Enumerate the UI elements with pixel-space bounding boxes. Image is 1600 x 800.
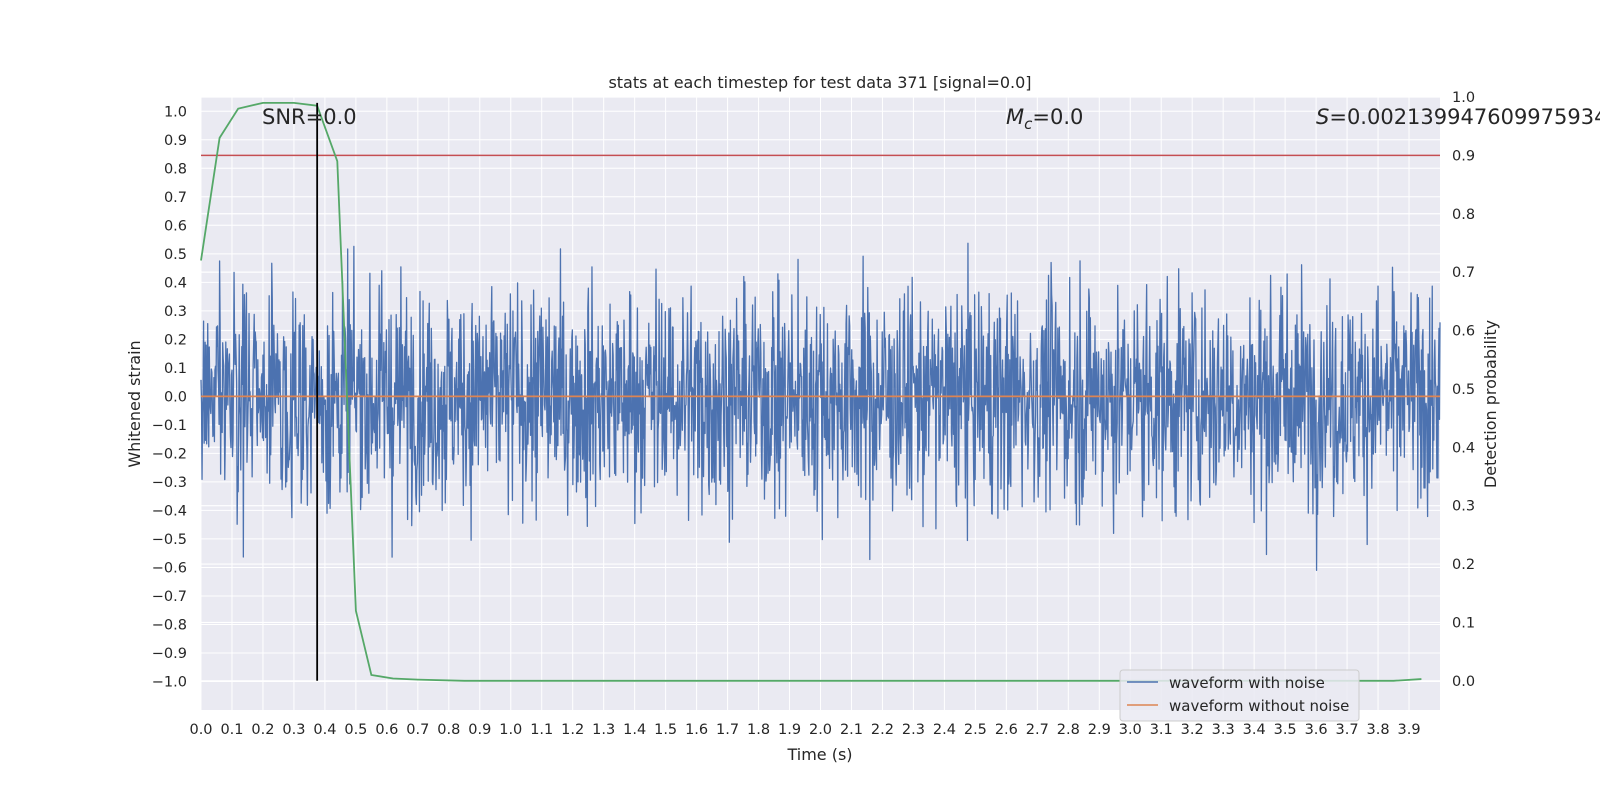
s-annotation: S=0.0021399476099759344	[1316, 105, 1600, 129]
chirp-mass-annotation: Mc=0.0	[1006, 105, 1083, 133]
y-left-tick-label: 0.4	[164, 275, 187, 291]
y-left-tick-label: −0.3	[152, 475, 187, 491]
x-tick-label: 1.0	[499, 722, 522, 738]
noise-trace	[200, 242, 1441, 571]
y-left-tick-label: −0.2	[152, 446, 187, 462]
x-tick-label: 0.2	[251, 722, 274, 738]
x-tick-label: 1.3	[592, 722, 615, 738]
x-tick-label: 3.2	[1181, 722, 1204, 738]
x-tick-label: 0.6	[375, 722, 398, 738]
y-left-tick-label: −0.6	[152, 560, 187, 576]
y-right-tick-label: 0.7	[1452, 265, 1475, 281]
x-tick-label: 2.1	[840, 722, 863, 738]
legend-label-clean: waveform without noise	[1169, 697, 1349, 715]
y-left-tick-label: −0.7	[152, 589, 187, 605]
legend-box	[1119, 669, 1360, 722]
x-tick-label: 2.7	[1026, 722, 1049, 738]
x-tick-label: 1.2	[561, 722, 584, 738]
chart-title: stats at each timestep for test data 371…	[608, 73, 1031, 92]
y-left-tick-label: 0.1	[164, 361, 187, 377]
x-tick-label: 3.6	[1305, 722, 1328, 738]
x-tick-label: 1.9	[778, 722, 801, 738]
x-tick-label: 0.8	[437, 722, 460, 738]
y-right-tick-label: 0.9	[1452, 148, 1475, 164]
y-right-tick-label: 0.5	[1452, 382, 1475, 398]
y-left-tick-label: 0.9	[164, 133, 187, 149]
y-right-tick-label: 0.8	[1452, 207, 1475, 223]
legend: waveform with noise waveform without noi…	[1119, 669, 1360, 722]
y-left-tick-label: −0.8	[152, 617, 187, 633]
x-tick-label: 2.0	[809, 722, 832, 738]
x-tick-label: 2.2	[871, 722, 894, 738]
x-tick-label: 0.0	[189, 722, 212, 738]
x-tick-label: 3.8	[1367, 722, 1390, 738]
x-tick-label: 3.5	[1274, 722, 1297, 738]
y-right-tick-label: 0.6	[1452, 324, 1475, 340]
y-left-tick-label: −0.4	[152, 503, 187, 519]
y-left-tick-label: −1.0	[152, 674, 187, 690]
y-left-tick-label: 0.6	[164, 218, 187, 234]
x-tick-label: 1.1	[530, 722, 553, 738]
x-tick-label: 0.3	[282, 722, 305, 738]
x-tick-label: 1.6	[685, 722, 708, 738]
x-tick-label: 2.4	[933, 722, 956, 738]
y-left-tick-label: 0.7	[164, 190, 187, 206]
x-tick-label: 0.1	[220, 722, 243, 738]
y-right-axis-label: Detection probability	[1481, 320, 1500, 488]
y-left-axis-label: Whitened strain	[125, 340, 144, 467]
x-tick-label: 3.0	[1119, 722, 1142, 738]
x-tick-label: 3.7	[1336, 722, 1359, 738]
y-left-tick-label: 0.2	[164, 332, 187, 348]
x-tick-label: 3.4	[1243, 722, 1266, 738]
x-tick-label: 2.9	[1088, 722, 1111, 738]
x-tick-label: 1.5	[654, 722, 677, 738]
y-left-tick-label: −0.1	[152, 418, 187, 434]
y-left-tick-label: 0.5	[164, 247, 187, 263]
x-tick-label: 2.8	[1057, 722, 1080, 738]
x-axis-label: Time (s)	[786, 745, 852, 764]
y-left-tick-label: −0.9	[152, 646, 187, 662]
x-tick-label: 3.3	[1212, 722, 1235, 738]
y-left-tick-labels: 1.0 0.9 0.8 0.7 0.6 0.5 0.4 0.3 0.2 0.1 0.0 −0.1 −0.…	[152, 104, 187, 690]
x-tick-label: 0.4	[313, 722, 336, 738]
waveform-with-noise-series	[200, 242, 1441, 571]
x-tick-labels: 0.0 0.1 0.2 0.3 0.4 0.5 0.6 0.7 0.8 0.9 1.0 1.1 1.2 1…	[189, 722, 1420, 738]
y-left-tick-label: 0.0	[164, 389, 187, 405]
x-tick-label: 2.5	[964, 722, 987, 738]
x-tick-label: 0.7	[406, 722, 429, 738]
y-right-tick-labels: 0.0 0.1 0.2 0.3 0.4 0.5 0.6 0.7 0.8 0.9 1.0	[1452, 90, 1475, 690]
y-right-tick-label: 0.1	[1452, 615, 1475, 631]
x-tick-label: 1.7	[716, 722, 739, 738]
x-tick-label: 1.8	[747, 722, 770, 738]
x-tick-label: 2.3	[902, 722, 925, 738]
y-right-tick-label: 0.3	[1452, 499, 1475, 515]
x-tick-label: 2.6	[995, 722, 1018, 738]
y-right-tick-label: 0.4	[1452, 440, 1475, 456]
y-right-tick-label: 0.2	[1452, 557, 1475, 573]
snr-annotation: SNR=0.0	[262, 105, 357, 129]
y-left-tick-label: 0.3	[164, 304, 187, 320]
x-tick-label: 3.1	[1150, 722, 1173, 738]
y-left-tick-label: −0.5	[152, 532, 187, 548]
x-tick-label: 1.4	[623, 722, 646, 738]
y-left-tick-label: 1.0	[164, 104, 187, 120]
y-right-tick-label: 1.0	[1452, 90, 1475, 106]
y-right-tick-label: 0.0	[1452, 674, 1475, 690]
x-tick-label: 0.5	[344, 722, 367, 738]
legend-label-noise: waveform with noise	[1169, 674, 1325, 692]
y-left-tick-label: 0.8	[164, 161, 187, 177]
x-tick-label: 0.9	[468, 722, 491, 738]
x-tick-label: 3.9	[1397, 722, 1420, 738]
